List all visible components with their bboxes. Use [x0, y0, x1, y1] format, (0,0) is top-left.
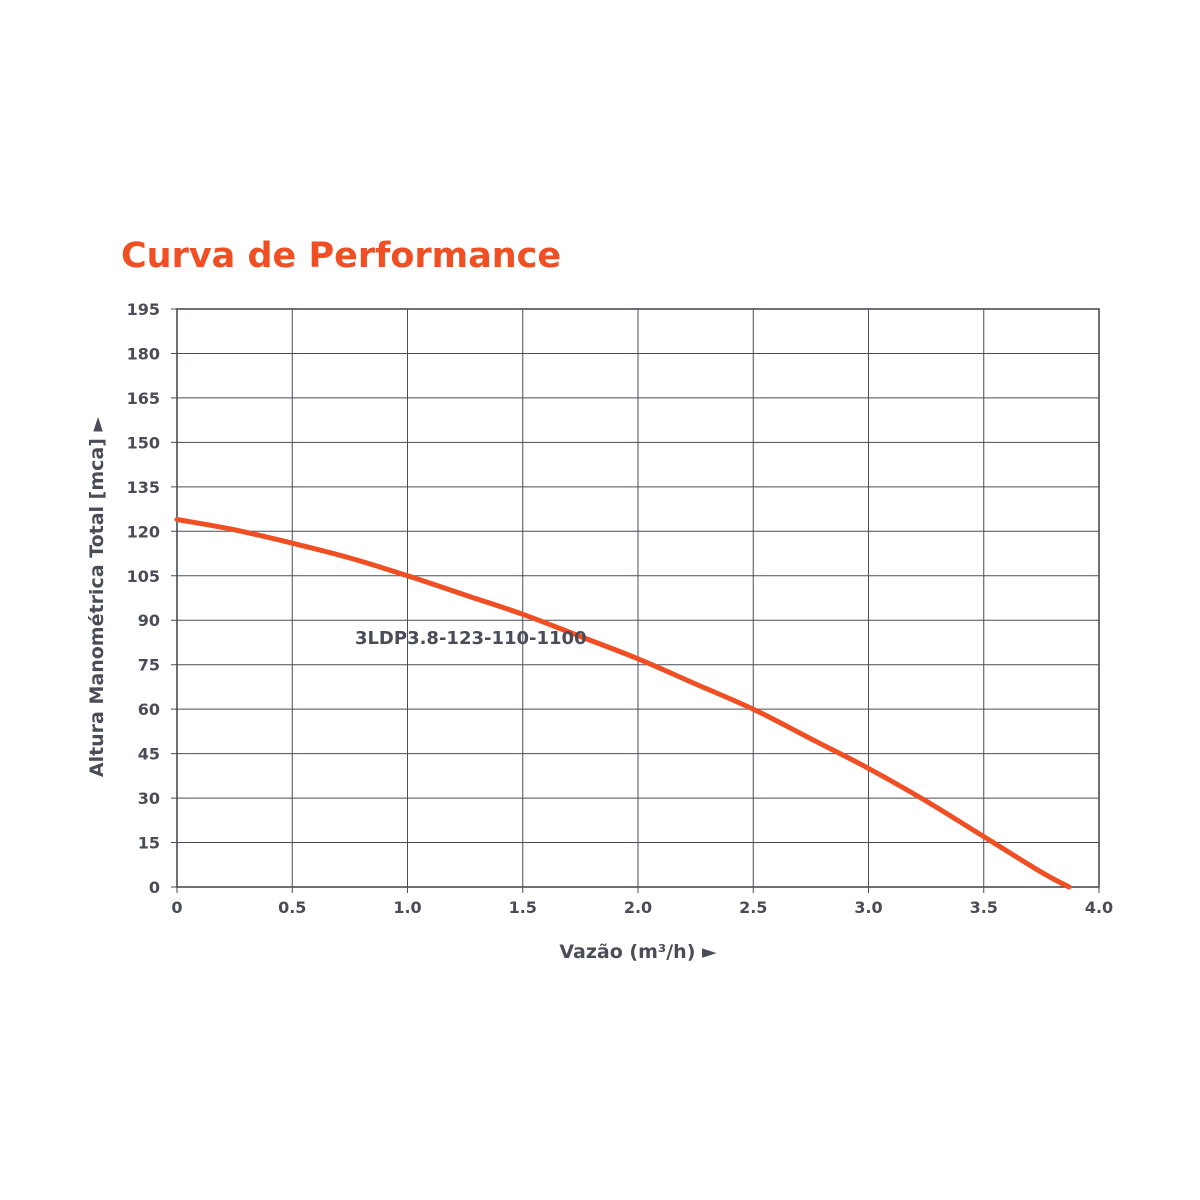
y-tick-label: 105 [127, 567, 160, 586]
y-tick-label: 165 [127, 389, 160, 408]
y-tick-label: 135 [127, 478, 160, 497]
x-tick-label: 3.5 [970, 898, 998, 917]
x-tick-label: 1.0 [393, 898, 421, 917]
y-tick-label: 195 [127, 300, 160, 319]
y-tick-label: 45 [138, 745, 160, 764]
x-axis-label: Vazão (m³/h) ► [559, 941, 717, 963]
y-tick-label: 180 [127, 344, 160, 363]
y-tick-labels: 0 15 30 45 60 75 90 105 120 135 150 165 180 195 [127, 300, 160, 897]
x-tick-label: 3.0 [854, 898, 882, 917]
y-tick-label: 120 [127, 522, 160, 541]
grid-lines [171, 308, 1100, 893]
y-tick-label: 30 [138, 789, 160, 808]
y-tick-label: 150 [127, 433, 160, 452]
x-tick-label: 0 [171, 898, 182, 917]
y-tick-label: 75 [138, 656, 160, 675]
x-tick-label: 0.5 [278, 898, 306, 917]
chart-title: Curva de Performance [121, 236, 561, 276]
x-tick-label: 2.0 [624, 898, 652, 917]
y-axis-label: Altura Manométrica Total [mca] ► [86, 416, 108, 777]
x-tick-label: 1.5 [509, 898, 537, 917]
x-tick-labels: 0 0.5 1.0 1.5 2.0 2.5 3.0 3.5 4.0 [171, 898, 1113, 917]
y-tick-label: 90 [138, 611, 160, 630]
x-tick-label: 4.0 [1085, 898, 1113, 917]
performance-curve [174, 517, 1072, 890]
y-tick-label: 60 [138, 700, 160, 719]
plot-frame [176, 308, 1100, 888]
y-tick-label: 0 [149, 878, 160, 897]
curve-annotation: 3LDP3.8-123-110-1100 [355, 628, 587, 649]
y-tick-label: 15 [138, 834, 160, 853]
x-tick-label: 2.5 [739, 898, 767, 917]
